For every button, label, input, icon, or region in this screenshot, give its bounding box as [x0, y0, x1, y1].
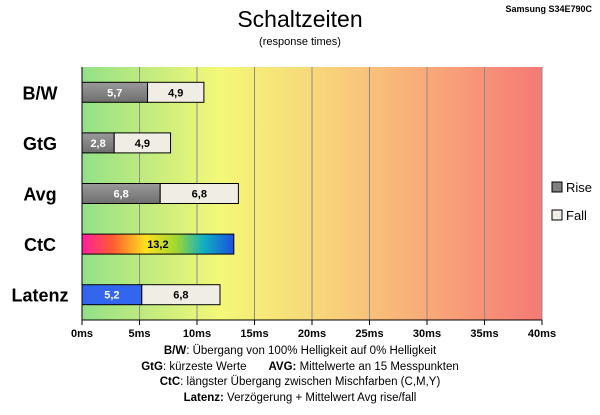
- category-labels: B/W GtG Avg CtC Latenz: [11, 83, 68, 305]
- x-tick-label: 20ms: [298, 328, 326, 340]
- footnotes: B/W: Übergang von 100% Helligkeit auf 0%…: [0, 344, 600, 406]
- legend-label: Rise: [566, 180, 592, 195]
- x-tick-label: 30ms: [413, 328, 441, 340]
- note-latency: Latenz: Verzögerung + Mittelwert Avg ris…: [183, 391, 417, 404]
- data-label: 6,8: [192, 189, 207, 201]
- chart-title: Schaltzeiten: [237, 6, 363, 32]
- bar-group: 5,7 4,9 2,8 4,9 6,8 6,8 13,2 5,2 6,8: [81, 81, 239, 306]
- data-label: 13,2: [147, 239, 168, 251]
- category-label: Avg: [23, 185, 56, 205]
- chart-subtitle: (response times): [259, 36, 341, 48]
- category-label: B/W: [23, 83, 58, 103]
- data-label: 6,8: [173, 290, 188, 302]
- bar-segment: [159, 183, 239, 204]
- x-tick-label: 5ms: [128, 328, 150, 340]
- x-tick-label: 10ms: [183, 328, 211, 340]
- x-tick-label: 35ms: [470, 328, 498, 340]
- note-ctc: CtC: längster Übergang zwischen Mischfar…: [159, 376, 441, 388]
- data-label: 5,7: [107, 87, 122, 99]
- legend-swatch: [551, 181, 563, 193]
- x-axis: 0ms 5ms 10ms 15ms 20ms 25ms 30ms 35ms 40ms: [71, 67, 556, 340]
- data-label: 4,9: [168, 87, 183, 99]
- bar-segment: [147, 81, 205, 103]
- x-tick-label: 40ms: [528, 328, 556, 340]
- legend: Rise Fall: [551, 180, 592, 223]
- category-label: CtC: [24, 235, 56, 255]
- legend-swatch: [551, 209, 563, 221]
- monitor-model: Samsung S34E790C: [505, 4, 592, 14]
- data-label: 6,8: [113, 189, 128, 201]
- bar-segment: [113, 132, 172, 154]
- category-label: Latenz: [11, 286, 68, 306]
- legend-label: Fall: [566, 208, 587, 223]
- data-label: 2,8: [90, 138, 105, 150]
- x-tick-label: 25ms: [355, 328, 383, 340]
- bar-segment: [81, 233, 235, 255]
- note-bw: B/W: Übergang von 100% Helligkeit auf 0%…: [163, 345, 437, 357]
- x-tick-label: 15ms: [240, 328, 268, 340]
- category-label: GtG: [23, 134, 57, 154]
- data-label: 5,2: [104, 290, 119, 302]
- x-tick-label: 0ms: [71, 328, 93, 340]
- data-label: 4,9: [135, 138, 150, 150]
- note-gtg-avg: GtG: kürzeste Werte AVG: Mittelwerte an 1…: [141, 360, 459, 373]
- bar-segment: [141, 284, 221, 306]
